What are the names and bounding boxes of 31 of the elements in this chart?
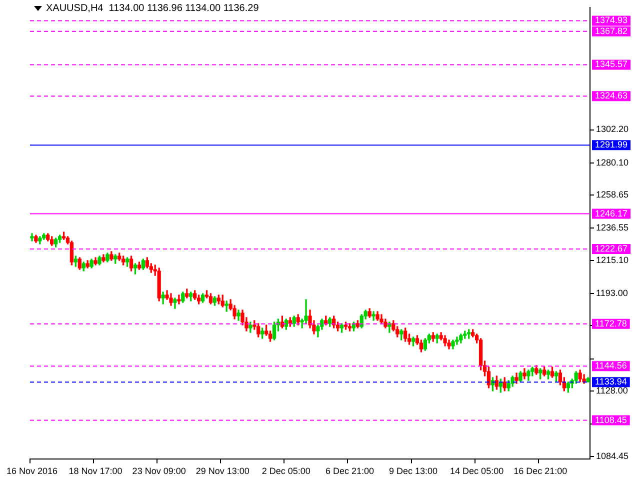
ref-line-label: 1374.93 [595, 15, 628, 26]
y-tick-label: 1215.10 [596, 254, 629, 265]
ref-line-label: 1367.82 [595, 26, 628, 36]
ref-line-label: 1324.63 [595, 90, 628, 101]
y-tick-label: 1280.10 [596, 157, 629, 168]
x-tick-label: 2 Dec 05:00 [262, 466, 310, 476]
x-tick-label: 6 Dec 21:00 [325, 466, 374, 476]
x-tick-label: 16 Dec 21:00 [514, 466, 568, 476]
x-tick-label: 14 Dec 05:00 [450, 466, 504, 476]
ref-line-label: 1172.78 [595, 318, 627, 328]
ref-line-label: 1133.94 [595, 376, 627, 387]
ref-line-label: 1345.57 [595, 59, 628, 70]
y-tick-label: 1193.00 [596, 288, 628, 298]
y-tick-label: 1258.65 [596, 190, 629, 200]
ref-line-label: 1222.67 [595, 244, 628, 254]
y-tick-label: 1236.55 [596, 222, 629, 233]
ref-line-label: 1246.17 [595, 208, 628, 218]
y-tick-label: 1084.45 [596, 450, 629, 461]
ref-line-label: 1144.56 [595, 360, 627, 371]
x-tick-label: 23 Nov 09:00 [132, 466, 186, 476]
candlestick [372, 311, 376, 321]
x-tick-label: 29 Nov 13:00 [196, 466, 250, 476]
x-tick-label: 16 Nov 2016 [6, 466, 58, 476]
x-tick-label: 18 Nov 17:00 [68, 466, 122, 476]
y-tick-label: 1302.20 [596, 124, 629, 134]
ref-line-label: 1291.99 [595, 140, 628, 150]
chart-title: XAUUSD,H4 1134.00 1136.96 1134.00 1136.29 [46, 3, 259, 14]
ref-line-label: 1108.45 [595, 414, 627, 425]
x-tick-label: 9 Dec 13:00 [388, 466, 438, 476]
y-tick-label: 1128.00 [596, 385, 628, 396]
candlestick [177, 294, 181, 304]
